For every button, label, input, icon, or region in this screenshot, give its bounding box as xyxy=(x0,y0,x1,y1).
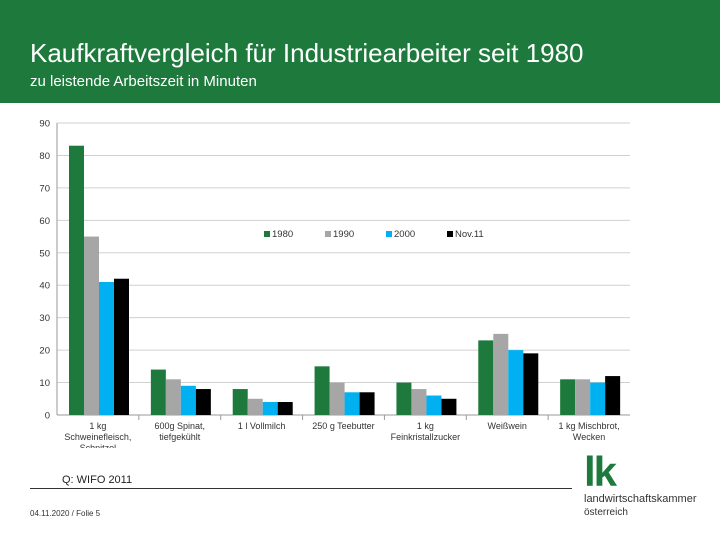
legend-swatch xyxy=(386,231,392,237)
y-tick-label: 70 xyxy=(39,183,50,194)
y-tick-label: 50 xyxy=(39,248,50,259)
header-bar: Kaufkraftvergleich für Industriearbeiter… xyxy=(0,0,720,103)
bar-Nov11-6 xyxy=(605,376,621,415)
legend-label: 1990 xyxy=(333,229,354,240)
bar-1980-1 xyxy=(150,369,166,415)
y-tick-label: 60 xyxy=(39,216,50,227)
logo-text-line1: landwirtschaftskammer xyxy=(584,493,697,505)
bar-1990-0 xyxy=(84,236,99,415)
bar-1990-4 xyxy=(411,389,427,415)
x-tick-label: 1 kg Schweinefleisch, Schnitzel xyxy=(64,421,131,448)
bar-1980-6 xyxy=(560,379,576,415)
legend-swatch xyxy=(264,231,270,237)
bar-Nov11-4 xyxy=(441,398,457,415)
y-tick-label: 40 xyxy=(39,281,50,292)
bar-Nov11-0 xyxy=(114,278,129,415)
source-note: Q: WIFO 2011 xyxy=(62,474,133,486)
bar-Nov11-5 xyxy=(523,353,539,415)
bar-1990-2 xyxy=(247,398,263,415)
bar-2000-2 xyxy=(262,402,278,415)
footer-divider xyxy=(30,488,572,489)
bar-chart: 0 10 20 30 40 50 60 70 80 90 1 kg Schweinefleisch, S… xyxy=(39,119,630,448)
bar-1980-0 xyxy=(69,145,84,415)
bar-1990-6 xyxy=(575,379,591,415)
bar-2000-0 xyxy=(99,281,114,415)
slide-footer: 04.11.2020 / Folie 5 xyxy=(30,509,101,518)
bar-2000-6 xyxy=(590,382,606,415)
page-subtitle: zu leistende Arbeitszeit in Minuten xyxy=(30,73,257,90)
y-tick-label: 10 xyxy=(39,378,50,389)
bar-Nov11-1 xyxy=(195,389,211,415)
x-tick-label: 1 kg Feinkristallzucker xyxy=(391,421,461,442)
logo-mark: lk xyxy=(584,448,617,495)
x-tick-label: Weißwein xyxy=(488,421,527,431)
x-tick-label: 600g Spinat, tiefgekühlt xyxy=(155,421,206,442)
bar-1980-3 xyxy=(314,366,330,415)
bar-1990-3 xyxy=(329,382,345,415)
bar-1990-1 xyxy=(165,379,181,415)
y-tick-label: 30 xyxy=(39,313,50,324)
page-title: Kaufkraftvergleich für Industriearbeiter… xyxy=(30,38,584,68)
bar-Nov11-3 xyxy=(359,392,375,415)
bar-1980-5 xyxy=(478,340,494,415)
x-tick-label: 1 l Vollmilch xyxy=(238,421,286,431)
bar-1980-4 xyxy=(396,382,412,415)
bar-2000-3 xyxy=(344,392,360,415)
y-tick-label: 90 xyxy=(39,119,50,130)
bar-1990-5 xyxy=(493,333,509,415)
legend-label: Nov.11 xyxy=(455,229,484,240)
bar-2000-4 xyxy=(426,395,442,415)
bar-Nov11-2 xyxy=(277,402,293,415)
y-tick-label: 20 xyxy=(39,346,50,357)
y-tick-label: 80 xyxy=(39,151,50,162)
legend-swatch xyxy=(325,231,331,237)
legend-label: 1980 xyxy=(272,229,293,240)
logo-text-line2: österreich xyxy=(584,507,628,518)
bar-2000-1 xyxy=(180,385,196,415)
lk-logo: lk landwirtschaftskammer österreich xyxy=(582,448,712,522)
bar-2000-5 xyxy=(508,350,524,415)
bar-1980-2 xyxy=(232,389,248,415)
legend-label: 2000 xyxy=(394,229,415,240)
x-tick-label: 1 kg Mischbrot, Wecken xyxy=(559,421,620,442)
y-tick-label: 0 xyxy=(45,411,50,422)
x-tick-label: 250 g Teebutter xyxy=(312,421,374,431)
legend-swatch xyxy=(447,231,453,237)
